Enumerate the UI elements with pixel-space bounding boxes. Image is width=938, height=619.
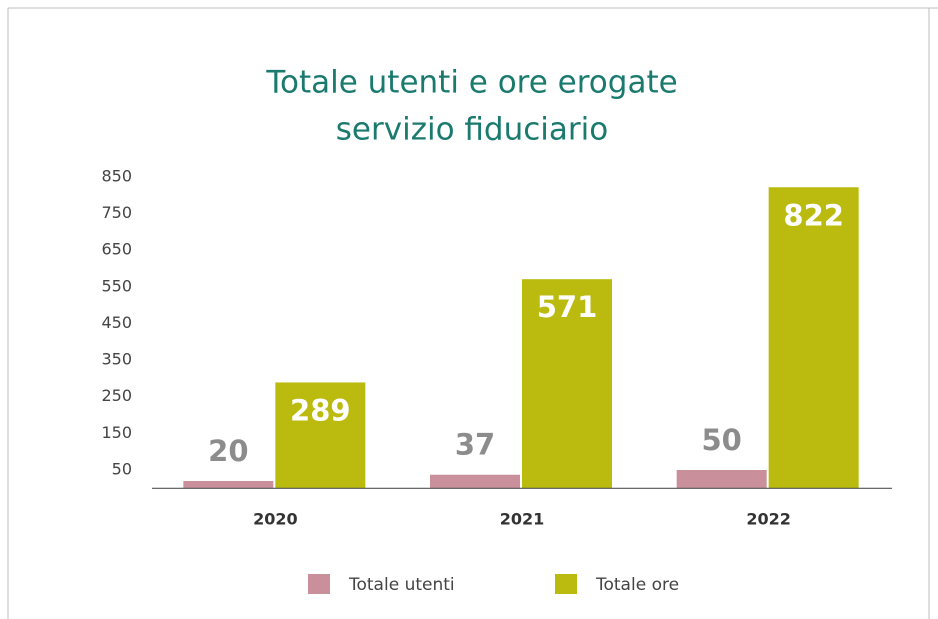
- data-label: 289: [290, 393, 351, 427]
- data-label: 822: [783, 198, 844, 232]
- y-tick-label: 650: [101, 240, 132, 259]
- bar: [275, 382, 366, 489]
- bar: [522, 279, 612, 489]
- legend-label: Totale utenti: [348, 575, 455, 595]
- y-tick-label: 250: [101, 386, 132, 405]
- chart-title: Totale utenti e ore erogate: [265, 65, 677, 101]
- x-tick-label: 2022: [746, 510, 791, 529]
- bar: [676, 469, 767, 489]
- bar: [430, 474, 520, 489]
- data-label: 20: [208, 434, 248, 468]
- y-tick-label: 50: [112, 459, 132, 478]
- bar: [183, 480, 274, 489]
- y-tick-label: 150: [101, 423, 132, 442]
- data-label: 50: [701, 423, 741, 457]
- legend-label: Totale ore: [595, 575, 679, 595]
- y-tick-label: 750: [101, 203, 132, 222]
- legend-swatch: [308, 574, 330, 594]
- legend-swatch: [555, 574, 577, 594]
- y-tick-label: 450: [101, 313, 132, 332]
- y-tick-label: 850: [101, 167, 132, 186]
- y-tick-label: 550: [101, 276, 132, 295]
- data-label: 571: [537, 290, 598, 324]
- chart-title: servizio fiduciario: [336, 112, 608, 148]
- data-label: 37: [455, 428, 495, 462]
- bar: [768, 187, 859, 489]
- y-tick-label: 350: [101, 350, 132, 369]
- x-tick-label: 2020: [253, 510, 298, 529]
- x-tick-label: 2021: [500, 510, 545, 529]
